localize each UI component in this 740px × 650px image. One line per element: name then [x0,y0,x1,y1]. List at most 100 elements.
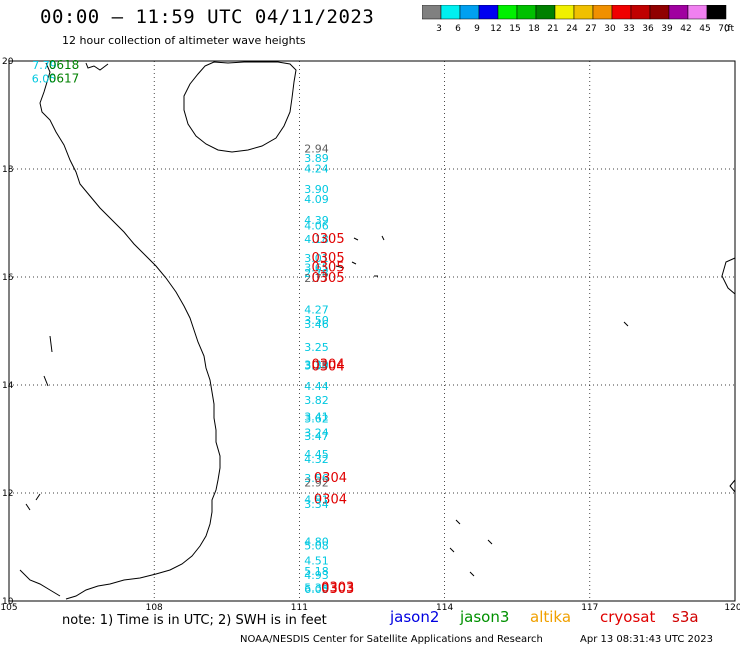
wave-height-label: 3.65 [304,261,329,274]
colorbar-label: 30 [604,24,616,34]
lon-axis-labels: 105 108 111 114 117 120 [0,603,740,610]
colorbar-label: 70 [718,24,730,34]
coastline [19,61,736,600]
wave-height-label: 3.90 [304,183,329,196]
wave-height-label: 4.24 [304,162,329,175]
lon-label: 117 [581,603,598,610]
wave-height-label: 0305 [312,232,345,247]
coastline-tonkin [85,62,109,71]
page-title: 00:00 – 11:59 UTC 04/11/2023 [40,6,375,28]
lat-label: 10 [2,597,14,607]
colorbar-label: 3 [436,24,442,34]
colorbar-label: 12 [490,24,501,34]
legend-s3a: s3a [672,608,699,626]
wave-height-label: 4.44 [304,380,329,393]
wave-height-label: 3.24 [304,427,329,440]
colorbar-label: 33 [623,24,634,34]
footer-timestamp: Apr 13 08:31:43 UTC 2023 [580,634,713,645]
lon-label: 105 [0,603,17,610]
wave-height-label: 2.78 [304,267,329,280]
footer-credit: NOAA/NESDIS Center for Satellite Applica… [240,634,543,645]
wave-height-label: 4.45 [304,448,329,461]
colorbar-swatch [706,5,727,20]
wave-height-label: 0305 [312,251,345,266]
wave-height-label: 0304 [314,492,347,507]
colorbar-label: 6 [455,24,461,34]
wave-height-label: 3.34 [304,498,329,511]
wave-height-label: 0304 [312,357,345,372]
wave-height-label: 2.94 [304,142,329,155]
colorbar-label: 15 [509,24,520,34]
wave-height-label: 5.08 [304,539,329,552]
wave-height-label: 3.56 [304,472,329,485]
legend-jason2: jason2 [390,608,440,626]
page-subtitle: 12 hour collection of altimeter wave hei… [62,34,306,47]
wave-height-label: 4.39 [304,214,329,227]
colorbar-unit: (ft) [724,24,734,34]
legend-cryosat: cryosat [600,608,656,626]
colorbar-label: 18 [528,24,540,34]
coastline-spratly [449,321,629,577]
coastline-hainan [183,61,297,153]
lat-label: 14 [2,381,14,391]
wave-height-label: 6.05 [32,72,57,85]
wave-height-label: 4.32 [304,453,329,466]
lat-label: 20 [2,57,14,67]
wave-height-label: 3.01 [304,252,329,265]
colorbar-label: 39 [661,24,673,34]
wave-height-label: 0305 [312,271,345,286]
wave-height-label: 0303 [321,581,354,596]
map-frame [8,60,736,602]
wave-height-label: 3.62 [304,412,329,425]
colorbar-label: 45 [699,24,710,34]
lon-label: 108 [146,603,163,610]
wave-height-label: 3.50 [304,314,329,327]
footnote: note: 1) Time is in UTC; 2) SWH is in fe… [62,613,327,628]
colorbar-label: 9 [474,24,480,34]
wave-height-label: 3.82 [304,394,329,407]
altimeter-map: 105 108 111 114 117 120 20 18 16 14 12 10 7.790618… [0,57,740,610]
wave-height-label: 0618 [49,58,80,72]
wave-height-label: 6.05 [304,583,329,596]
wave-height-label: 4.09 [304,193,329,206]
colorbar-label: 27 [585,24,596,34]
wave-height-label: 4.51 [304,555,329,568]
wave-height-label: 3.41 [304,410,329,423]
wave-height-label: 3.25 [304,341,329,354]
wave-height-label: 5.38 [304,582,329,595]
colorbar-label: 21 [547,24,558,34]
wave-height-label: 3.47 [304,430,329,443]
coastline-philippines [721,257,736,493]
lon-label: 120 [724,603,740,610]
wave-height-label: 0303 [321,582,354,597]
observation-labels: 7.7906186.0506172.943.894.243.904.094.39… [32,58,355,597]
wave-height-label: 4.06 [304,220,329,233]
coastline-paracel [335,235,385,277]
lon-label: 114 [436,603,453,610]
coastline-mekong [19,569,61,597]
wave-height-label: 3.89 [304,152,329,165]
wave-height-label: 0304 [312,360,345,375]
coastline-inland [25,335,53,511]
legend-jason3: jason3 [460,608,510,626]
wave-height-label: 0305 [312,260,345,275]
wave-height-label: 4.80 [304,536,329,549]
legend-altika: altika [530,608,572,626]
wave-height-label: 5.18 [304,565,329,578]
wave-height-label: 4.18 [304,233,329,246]
wave-height-label: 2.77 [304,272,329,285]
lat-axis-labels: 20 18 16 14 12 10 [2,57,14,607]
wave-height-label: 0617 [49,71,80,85]
coastline-vietnam [39,62,221,600]
wave-height-label: 3.39 [304,358,329,371]
lat-label: 18 [2,165,14,175]
lat-label: 16 [2,273,14,283]
wave-height-label: 7.79 [32,59,57,72]
wave-height-label: 2.92 [304,477,329,490]
colorbar-label: 42 [680,24,691,34]
wave-height-label: 4.27 [304,303,329,316]
wave-height-label: 0304 [314,471,347,486]
lon-label: 111 [291,603,308,610]
colorbar-label: 36 [642,24,654,34]
